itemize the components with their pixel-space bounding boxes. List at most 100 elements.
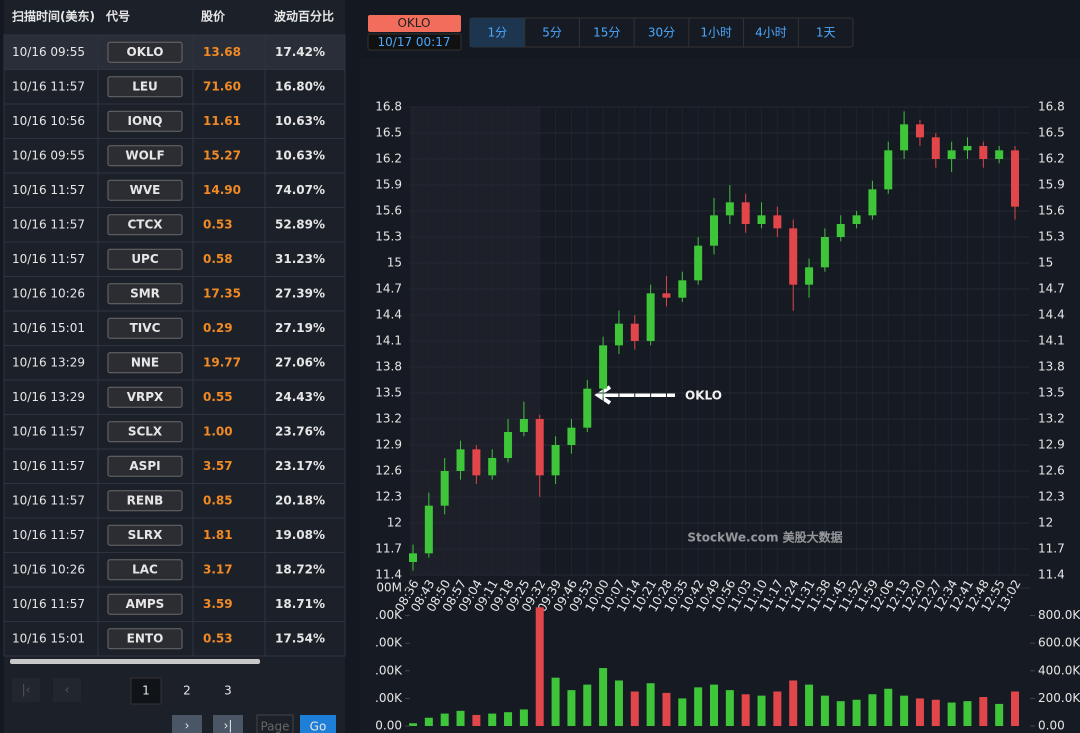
ticker-chip[interactable] (107, 179, 183, 201)
interval-tab[interactable]: 1小时 (700, 26, 732, 40)
y-tick-label-right: 11.4 (1038, 568, 1065, 582)
volume-bar (504, 712, 513, 726)
nav-icon: ›| (224, 719, 233, 733)
y-tick-label: 15.6 (375, 204, 402, 218)
interval-tab[interactable]: 5分 (542, 26, 562, 40)
ticker-chip[interactable] (107, 283, 183, 305)
ticker-chip[interactable] (107, 110, 183, 132)
change-pct: 24.43% (275, 390, 325, 404)
scrollbar[interactable] (10, 659, 260, 664)
interval-tab[interactable]: 1天 (816, 26, 836, 40)
volume-tick-label: 800.00K (352, 608, 403, 622)
ticker-chip[interactable] (107, 421, 183, 443)
ticker-chip[interactable] (107, 628, 183, 650)
candle-body (884, 150, 893, 190)
ticker-chip[interactable] (107, 41, 183, 63)
volume-bar (947, 702, 956, 726)
candle-body (868, 189, 877, 216)
ticker-chip[interactable] (107, 248, 183, 270)
ticker-chip[interactable] (107, 76, 183, 98)
y-tick-label: 16.5 (375, 126, 402, 140)
candle-body (488, 458, 497, 476)
candle-body (836, 224, 845, 237)
ticker-chip[interactable] (107, 352, 183, 374)
price: 3.17 (203, 562, 233, 576)
y-tick-label-right: 16.8 (1038, 100, 1065, 114)
volume-bar (440, 713, 449, 726)
change-pct: 18.72% (275, 562, 325, 576)
ticker: WOLF (125, 148, 164, 162)
interval-tab[interactable]: 1分 (488, 26, 508, 40)
go-label[interactable]: Go (310, 720, 327, 733)
ticker: SLRX (128, 528, 164, 542)
volume-bar (583, 684, 592, 726)
price: 15.27 (203, 148, 241, 162)
price: 0.53 (203, 217, 233, 231)
price: 0.53 (203, 631, 233, 645)
y-tick-label: 11.7 (375, 542, 402, 556)
page-number[interactable]: 1 (142, 684, 150, 698)
ticker: RENB (127, 493, 164, 507)
column-header: 波动百分比 (274, 9, 334, 24)
ticker-chip[interactable] (107, 593, 183, 615)
ticker-chip[interactable] (107, 145, 183, 167)
interval-tab[interactable]: 15分 (593, 26, 620, 40)
y-tick-label: 15.9 (375, 178, 402, 192)
ticker: CTCX (127, 217, 163, 231)
price: 1.81 (203, 528, 233, 542)
scan-time: 10/16 09:55 (12, 148, 85, 162)
candle-body (630, 323, 639, 341)
ticker-chip[interactable] (107, 317, 183, 339)
y-tick-label-right: 13.8 (1038, 360, 1065, 374)
scan-time: 10/16 11:57 (12, 493, 85, 507)
page-number[interactable]: 3 (224, 684, 232, 698)
nav-button[interactable] (12, 678, 40, 702)
ticker: LEU (132, 79, 158, 93)
ticker-chip[interactable] (107, 490, 183, 512)
ticker-chip[interactable] (107, 559, 183, 581)
volume-bar (519, 709, 528, 726)
volume-bar (424, 717, 433, 726)
page-input[interactable] (256, 714, 294, 733)
y-tick-label-right: 15.6 (1038, 204, 1065, 218)
price: 0.58 (203, 252, 233, 266)
page-button[interactable] (130, 677, 162, 705)
volume-bar (456, 710, 465, 726)
ticker: ENTO (127, 631, 164, 645)
interval-tab[interactable]: 30分 (648, 26, 675, 40)
candle-body (583, 388, 592, 428)
change-pct: 16.80% (275, 79, 325, 93)
interval-tab[interactable]: 4小时 (755, 26, 787, 40)
change-pct: 17.42% (275, 45, 325, 59)
volume-bar (567, 690, 576, 726)
candle-body (662, 293, 671, 298)
nav-button[interactable] (213, 715, 243, 733)
nav-button[interactable] (172, 715, 202, 733)
candle-body (551, 445, 560, 476)
ticker: SCLX (128, 424, 163, 438)
volume-bar (741, 694, 750, 726)
scan-time: 10/16 11:57 (12, 597, 85, 611)
candle-body (995, 150, 1004, 159)
page-number[interactable]: 2 (183, 684, 191, 698)
table-header (4, 0, 345, 34)
y-tick-label: 11.4 (375, 568, 402, 582)
candle-body (456, 449, 465, 471)
nav-button[interactable] (53, 678, 81, 702)
volume-bar (694, 687, 703, 726)
go-button[interactable] (300, 715, 336, 733)
ticker-chip[interactable] (107, 214, 183, 236)
interval-selected[interactable] (470, 18, 525, 47)
volume-bar (551, 677, 560, 726)
candle-body (820, 237, 829, 268)
change-pct: 27.39% (275, 286, 325, 300)
volume-bar (409, 723, 417, 726)
ticker-chip[interactable] (107, 455, 183, 477)
volume-bar (599, 668, 608, 726)
ticker-chip[interactable] (107, 386, 183, 408)
candle-body (947, 150, 956, 159)
candle-body (424, 505, 433, 554)
y-tick-label-right: 14.4 (1038, 308, 1065, 322)
ticker-chip[interactable] (107, 524, 183, 546)
